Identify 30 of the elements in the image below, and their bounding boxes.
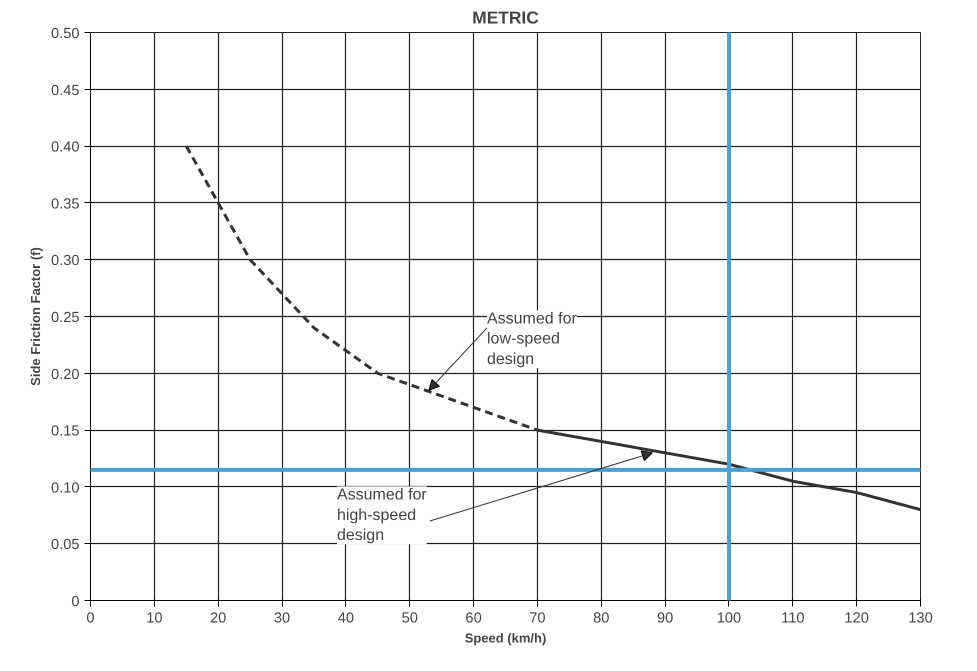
- x-axis-title: Speed (km/h): [464, 630, 546, 646]
- x-tick-label: 130: [908, 610, 933, 626]
- y-tick-label: 0.15: [50, 424, 80, 440]
- x-tick-label: 90: [656, 610, 674, 626]
- x-tick-label: 100: [716, 610, 742, 626]
- x-tick-label: 60: [465, 610, 482, 626]
- x-tick-label: 30: [274, 610, 290, 626]
- y-tick-label: 0.10: [50, 480, 80, 496]
- x-tick-label: 40: [338, 610, 354, 626]
- y-tick-label: 0.50: [50, 26, 80, 42]
- y-axis-title: Side Friction Factor (f): [28, 247, 43, 386]
- x-tick-label: 120: [844, 610, 869, 626]
- annotation: Assumed for high-speed design: [336, 486, 428, 544]
- y-tick-label: 0: [71, 594, 80, 610]
- chart-title: METRIC: [472, 8, 540, 28]
- y-tick-label: 0.05: [50, 537, 80, 554]
- x-tick-label: 110: [781, 610, 804, 626]
- x-tick-label: 80: [593, 610, 610, 626]
- x-tick-label: 20: [210, 610, 226, 626]
- x-tick-label: 50: [402, 610, 418, 626]
- y-tick-label: 0.25: [50, 310, 80, 326]
- y-tick-label: 0.40: [50, 140, 80, 156]
- annotation: Assumed for low-speed design: [486, 310, 578, 368]
- y-tick-label: 0.35: [50, 196, 80, 212]
- y-tick-label: 0.20: [50, 366, 80, 383]
- x-tick-label: 0: [86, 610, 95, 626]
- y-tick-label: 0.45: [50, 82, 80, 99]
- y-tick-label: 0.30: [50, 253, 80, 270]
- x-tick-label: 70: [529, 610, 546, 626]
- x-tick-label: 10: [146, 610, 163, 626]
